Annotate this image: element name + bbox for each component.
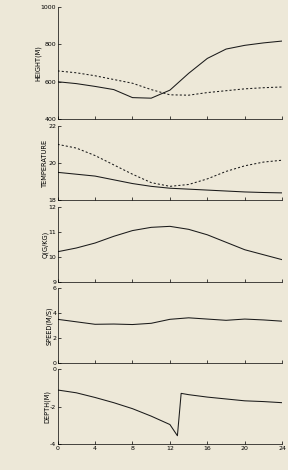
Y-axis label: SPEED(M/S): SPEED(M/S) [46,306,53,345]
Y-axis label: DEPTH(M): DEPTH(M) [44,390,50,423]
Y-axis label: HEIGHT(M): HEIGHT(M) [35,45,41,81]
Y-axis label: TEMPERATURE: TEMPERATURE [42,139,48,187]
Y-axis label: Q(G/KG): Q(G/KG) [42,231,49,258]
